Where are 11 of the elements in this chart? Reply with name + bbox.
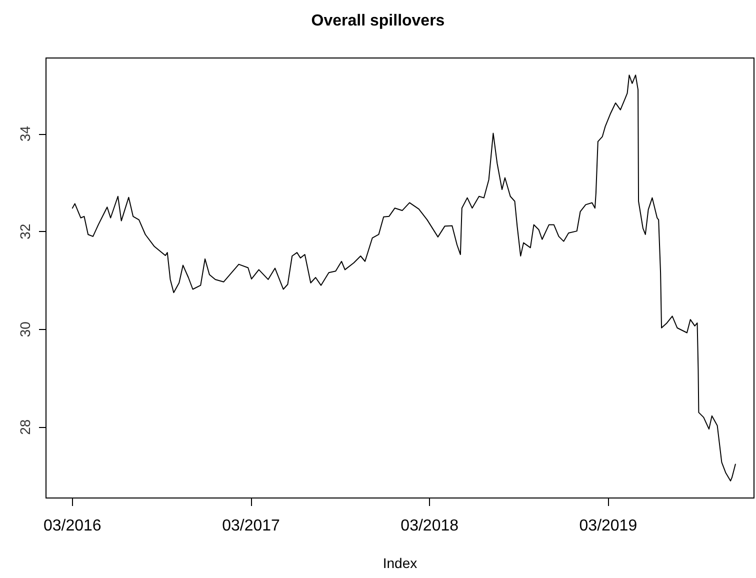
y-tick-label: 28 (17, 419, 33, 435)
x-tick-label: 03/2017 (222, 518, 280, 534)
y-tick-label: 34 (17, 126, 33, 142)
y-tick-label: 30 (17, 321, 33, 338)
x-tick-label: 03/2019 (579, 518, 638, 534)
y-tick-label: 32 (17, 224, 33, 240)
x-tick-label: 03/2016 (44, 518, 102, 534)
chart-title: Overall spillovers (311, 12, 445, 30)
line-series (72, 74, 736, 482)
x-tick-label: 03/2018 (400, 518, 459, 534)
x-axis-title: Index (382, 555, 418, 571)
